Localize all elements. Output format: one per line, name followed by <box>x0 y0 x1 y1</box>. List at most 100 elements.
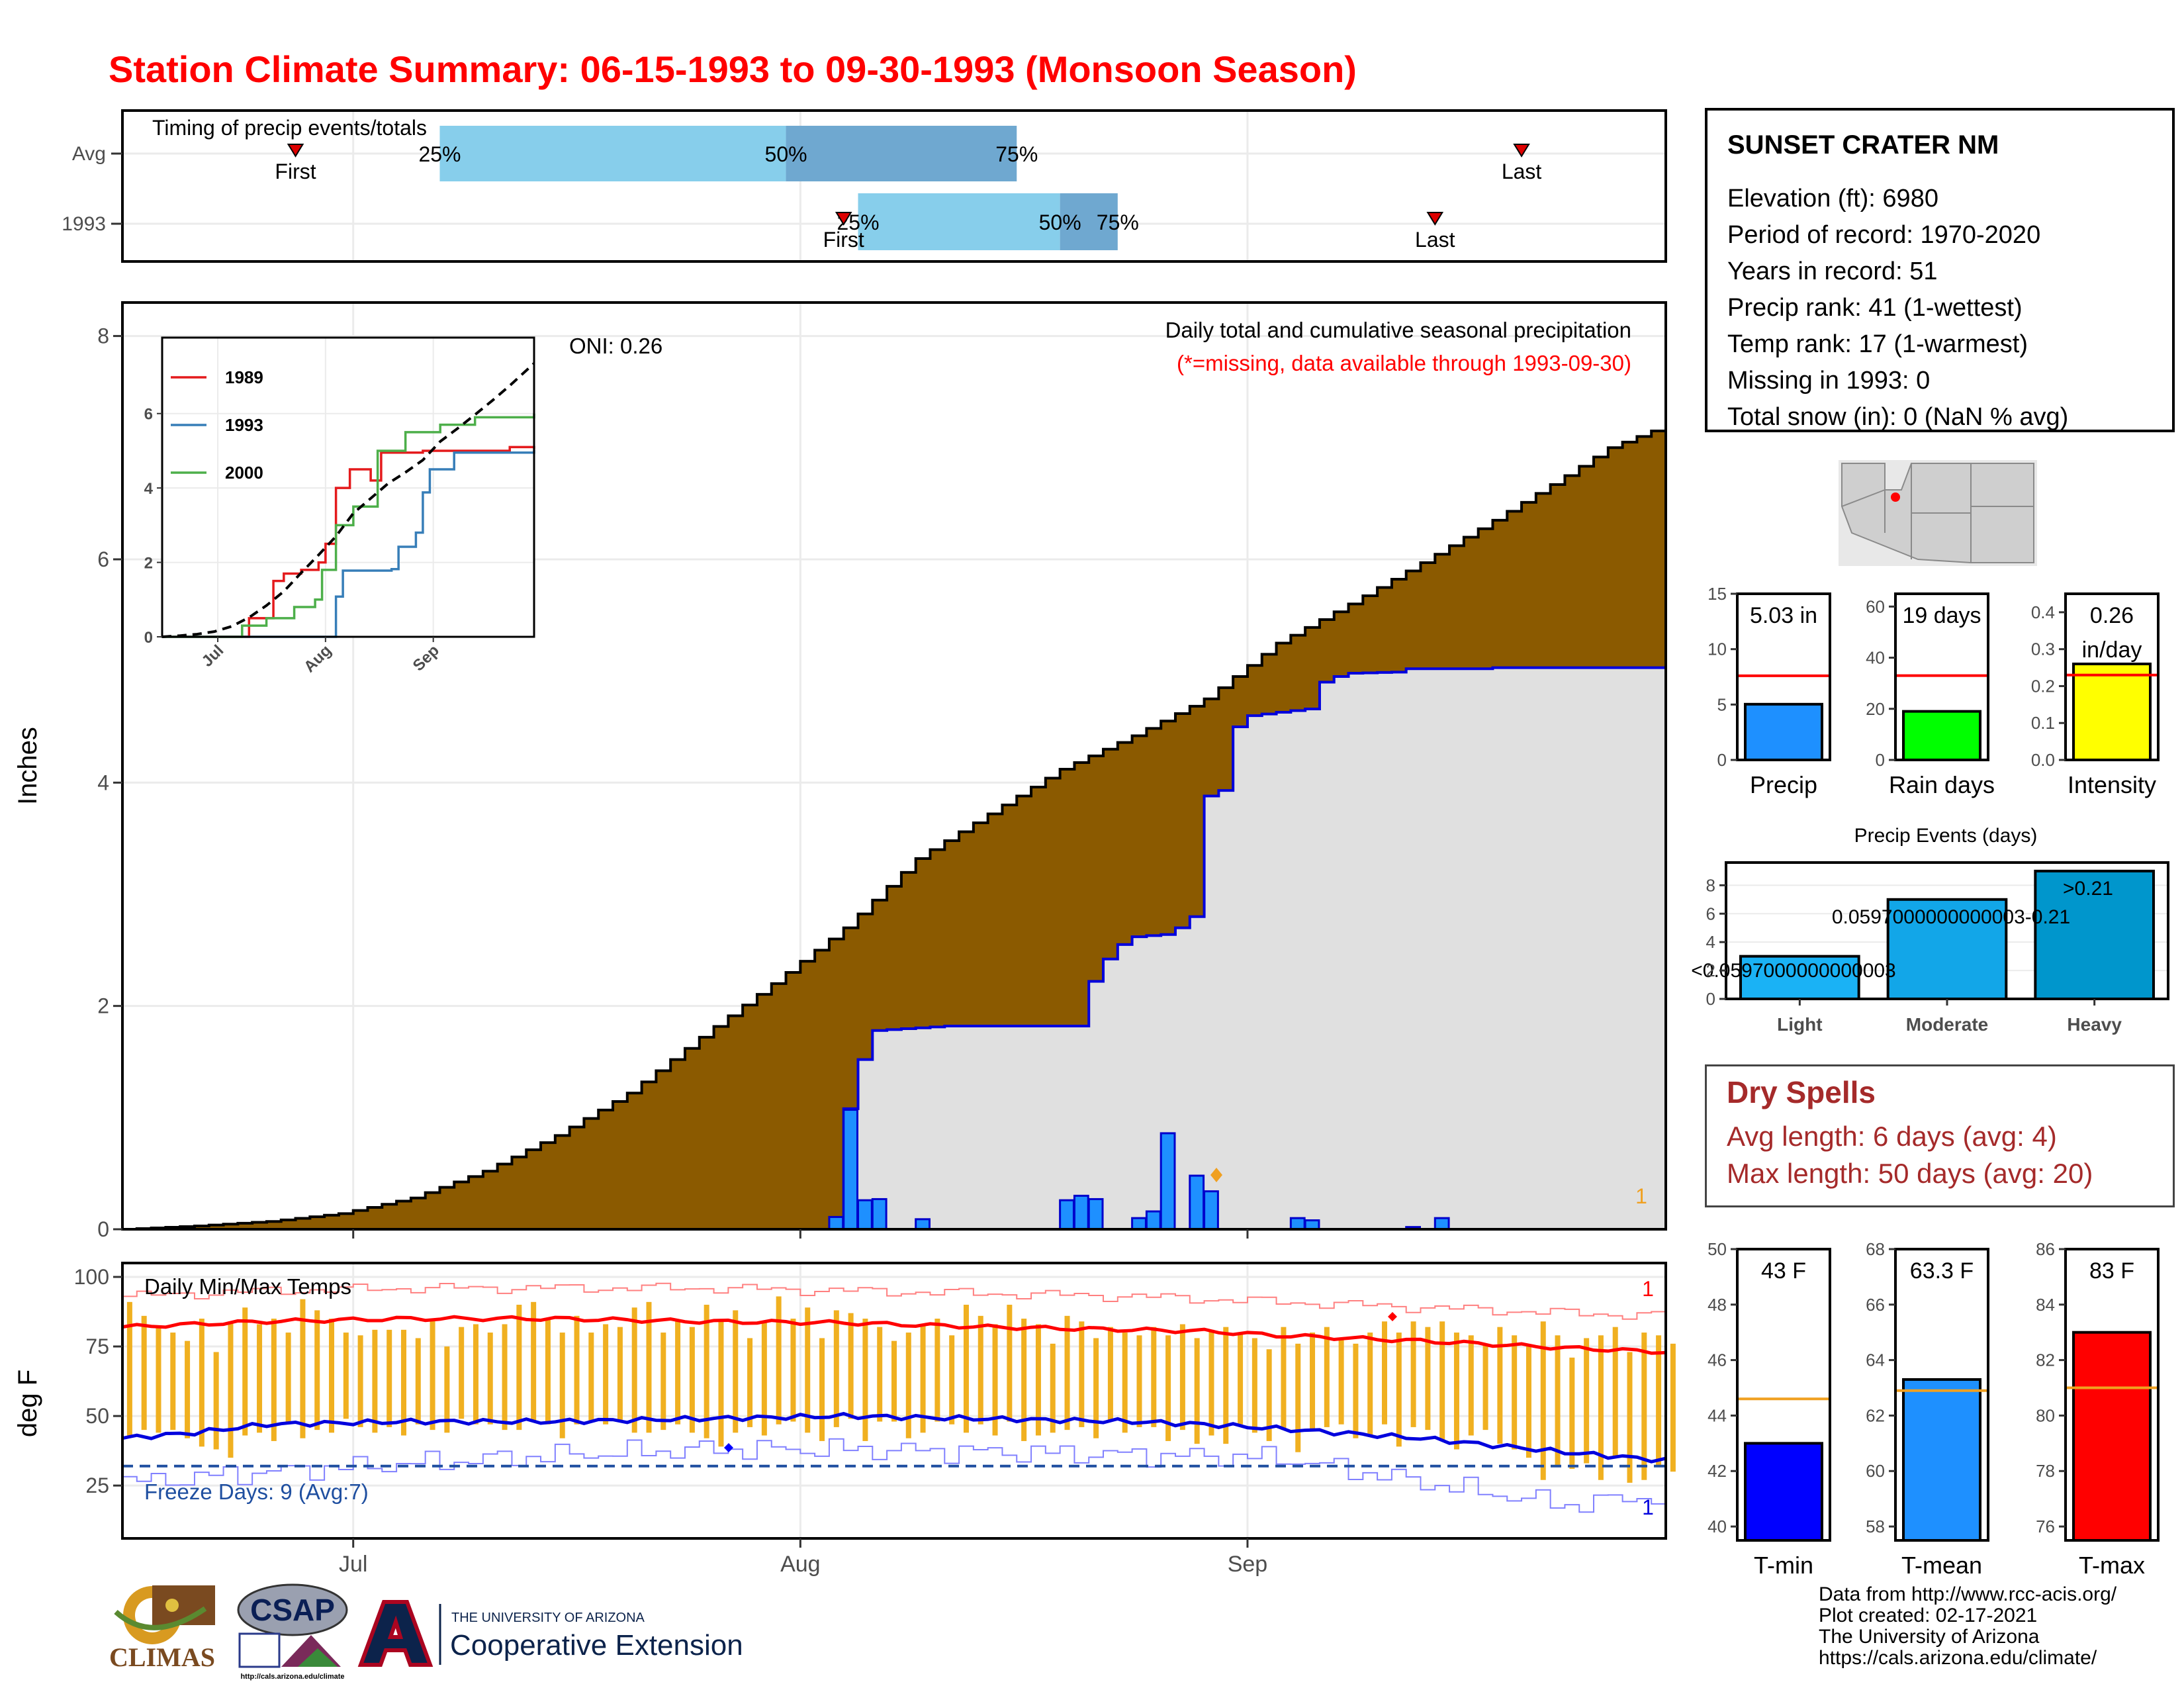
temp-range-bar <box>1050 1343 1056 1433</box>
temp-range-bar <box>559 1333 565 1438</box>
temp-range-bar <box>1266 1349 1272 1441</box>
panel-tick-label: 68 <box>1866 1239 1885 1259</box>
intensity-value-label: 0.26 <box>2090 603 2134 628</box>
daily-precip-bar <box>871 1197 887 1231</box>
y-tick-label: 6 <box>97 547 109 571</box>
temp-range-bar <box>574 1315 580 1425</box>
temp-range-bar <box>646 1301 652 1433</box>
temp-range-bar <box>1007 1305 1013 1422</box>
main-chart: 0 2 4 6 8 Daily total and cumulative seasona… <box>13 301 1667 1241</box>
tmax-bar <box>2072 1331 2152 1542</box>
temp-range-bar <box>920 1324 926 1433</box>
main-corner-label: 1 <box>1635 1184 1647 1208</box>
timing-q50-label: 50% <box>765 142 807 166</box>
panel-tick-label: 62 <box>1866 1405 1885 1425</box>
timing-last-label: Last <box>1415 228 1455 252</box>
panel-tick-label: 0.2 <box>2031 676 2055 696</box>
temp-range-bar <box>1670 1343 1676 1472</box>
panel-tick-label: 84 <box>2036 1295 2055 1315</box>
tmax-value-label: 83 F <box>2089 1258 2134 1284</box>
main-chart-title: Daily total and cumulative seasonal prec… <box>1165 318 1631 342</box>
panel-tick-label: 80 <box>2036 1405 2055 1425</box>
precip-bar <box>1744 702 1823 761</box>
inset-y-tick-label: 4 <box>144 480 154 498</box>
temp-range-bar <box>949 1335 955 1425</box>
temp-range-bar <box>516 1305 522 1430</box>
panel-tick-label: 76 <box>2036 1517 2055 1536</box>
timing-bar-upper <box>1060 193 1118 250</box>
events-y-tick-label: 2 <box>1706 961 1715 980</box>
record-max-line <box>122 1282 1666 1320</box>
events-bar-label: 0.0597000000000003-0.21 <box>1832 906 2070 928</box>
temp-range-bar <box>1223 1327 1229 1444</box>
temp-range-bar <box>1555 1335 1561 1466</box>
temp-range-bar <box>213 1352 219 1450</box>
raindays-value-label: 19 days <box>1902 603 1981 628</box>
station-snow: Total snow (in): 0 (NaN % avg) <box>1727 403 2069 431</box>
temp-range-bar <box>747 1338 753 1427</box>
events-y-tick-label: 8 <box>1706 875 1715 895</box>
dry-spells-box: Dry Spells Avg length: 6 days (avg: 4) M… <box>1705 1064 2175 1207</box>
location-map <box>1839 460 2037 566</box>
daily-precip-bar <box>1131 1217 1147 1231</box>
temp-means-panels: 43 F T-min 40 42 44 46 48 50 63.3 F T-mean 58 60 62 6… <box>1707 1239 2160 1579</box>
timing-q75-label: 75% <box>1097 211 1139 234</box>
events-x-label: Light <box>1777 1014 1822 1035</box>
panel-tick-label: 0.1 <box>2031 713 2055 733</box>
temp-range-bar <box>170 1333 176 1430</box>
temp-range-bar <box>1151 1327 1157 1427</box>
temp-chart: 25 50 75 100 Jul Aug Sep Daily Min/Max Temps F… <box>13 1262 1676 1577</box>
station-elevation: Elevation (ft): 6980 <box>1727 185 1938 212</box>
temp-range-bar <box>329 1319 335 1433</box>
panel-tick-label: 40 <box>1707 1517 1727 1536</box>
temp-range-bar <box>502 1324 508 1430</box>
temp-range-bar <box>891 1340 897 1422</box>
temp-range-bar <box>372 1329 378 1433</box>
temp-range-bar <box>473 1324 478 1425</box>
daily-precip-bar <box>1304 1219 1320 1231</box>
temp-range-bar <box>531 1301 537 1422</box>
temp-chart-title: Daily Min/Max Temps <box>144 1274 351 1299</box>
temp-range-bar <box>228 1321 234 1458</box>
panel-tick-label: 82 <box>2036 1350 2055 1370</box>
daily-precip-bar <box>842 1109 859 1231</box>
temp-range-bar <box>1569 1357 1575 1469</box>
station-temp-rank: Temp rank: 17 (1-warmest) <box>1727 330 2028 358</box>
station-precip-rank: Precip rank: 41 (1-wettest) <box>1727 294 2023 322</box>
daily-precip-bar <box>857 1199 873 1231</box>
temp-range-bar <box>271 1319 277 1441</box>
temp-range-bar <box>444 1346 450 1433</box>
temp-range-bar <box>1353 1343 1359 1438</box>
timing-q25-label: 25% <box>418 142 461 166</box>
inset-series-line <box>161 362 535 638</box>
temp-range-bar <box>1136 1335 1142 1427</box>
timing-last-marker <box>1426 212 1444 226</box>
daily-precip-bar <box>1073 1194 1089 1231</box>
events-bar-light <box>1739 955 1860 1000</box>
panel-tick-label: 60 <box>1866 596 1885 616</box>
raindays-label: Rain days <box>1889 771 1995 798</box>
daily-precip-bar <box>1433 1217 1450 1231</box>
temp-range-bar <box>1453 1333 1459 1450</box>
temp-range-bar <box>257 1324 263 1433</box>
temp-range-bar <box>1165 1335 1171 1441</box>
events-y-tick-label: 6 <box>1706 904 1715 923</box>
station-years: Years in record: 51 <box>1727 258 1938 285</box>
temp-range-bar <box>1310 1333 1316 1430</box>
temp-range-bar <box>761 1321 767 1436</box>
temp-range-bar <box>805 1307 811 1433</box>
missing-marker <box>1210 1168 1222 1182</box>
temp-range-bar <box>790 1319 796 1422</box>
precip-value-label: 5.03 in <box>1750 603 1817 628</box>
panel-tick-label: 48 <box>1707 1295 1727 1315</box>
events-bar-label: >0.21 <box>2063 878 2113 900</box>
temp-range-bar <box>242 1307 248 1436</box>
temp-range-bar <box>718 1321 724 1447</box>
record-min-marker <box>724 1443 733 1452</box>
record-min-line <box>122 1438 1666 1513</box>
temp-range-bar <box>1410 1321 1416 1427</box>
panel-frame <box>1736 592 1831 761</box>
freeze-days-label: Freeze Days: 9 (Avg:7) <box>144 1479 369 1504</box>
temp-range-bar <box>1281 1327 1287 1430</box>
